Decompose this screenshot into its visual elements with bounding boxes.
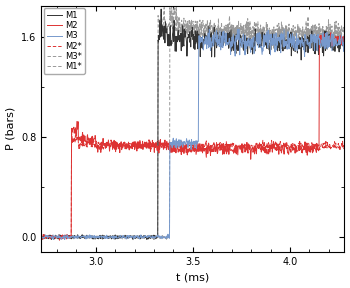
M2* <box>233 145 237 149</box>
M1* <box>301 35 305 38</box>
M2 <box>342 39 346 43</box>
M1 <box>342 37 346 40</box>
M3* <box>342 42 346 45</box>
M3* <box>216 32 220 35</box>
M3 <box>63 238 67 241</box>
M2 <box>329 31 333 35</box>
M1 <box>233 51 237 55</box>
M1 <box>145 238 149 241</box>
Line: M3: M3 <box>41 29 344 239</box>
Legend: M1, M2, M3, M2*, M3*, M1*: M1, M2, M3, M2*, M3*, M1* <box>44 8 85 74</box>
M1 <box>39 234 43 237</box>
X-axis label: t (ms): t (ms) <box>176 272 209 283</box>
M2 <box>233 147 237 151</box>
M2 <box>57 238 62 242</box>
Line: M3*: M3* <box>41 6 344 239</box>
M1 <box>270 43 274 46</box>
M3* <box>301 43 305 47</box>
M1* <box>270 42 274 46</box>
M2* <box>58 235 62 239</box>
M1* <box>233 25 237 29</box>
M2 <box>58 237 62 240</box>
M2 <box>270 144 274 147</box>
M1 <box>216 37 220 40</box>
M2* <box>39 234 43 238</box>
M3 <box>224 44 228 48</box>
M3* <box>58 235 62 238</box>
M1* <box>162 6 166 9</box>
M3 <box>216 33 220 37</box>
M1 <box>58 236 62 239</box>
Line: M1*: M1* <box>41 7 344 240</box>
M2 <box>301 147 305 151</box>
M2 <box>224 145 228 149</box>
M2* <box>70 132 74 135</box>
M2* <box>216 144 220 147</box>
M3* <box>270 28 274 31</box>
M3 <box>342 33 346 36</box>
M2* <box>270 143 274 147</box>
Line: M2*: M2* <box>41 134 344 239</box>
Line: M1: M1 <box>41 9 344 239</box>
M3* <box>40 238 44 241</box>
M3 <box>233 40 237 44</box>
M3 <box>39 235 43 239</box>
Y-axis label: P (bars): P (bars) <box>6 107 15 150</box>
M2 <box>39 235 43 239</box>
M3* <box>233 29 237 33</box>
M2* <box>342 143 346 147</box>
M2* <box>301 145 305 148</box>
M1* <box>58 235 62 238</box>
M3 <box>270 43 274 46</box>
M1 <box>224 39 228 42</box>
M1* <box>224 36 228 39</box>
M1 <box>301 45 305 48</box>
M3 <box>58 234 62 238</box>
M1 <box>159 7 163 11</box>
M3* <box>224 23 228 27</box>
M2* <box>47 237 51 240</box>
M1* <box>39 235 43 238</box>
M3* <box>39 234 43 237</box>
Line: M2: M2 <box>41 33 344 240</box>
M1* <box>216 25 220 28</box>
M3 <box>237 27 241 31</box>
M1* <box>57 238 62 242</box>
M2 <box>216 151 220 154</box>
M1* <box>342 30 346 33</box>
M3 <box>301 44 305 48</box>
M3* <box>168 4 172 8</box>
M2* <box>224 145 228 149</box>
